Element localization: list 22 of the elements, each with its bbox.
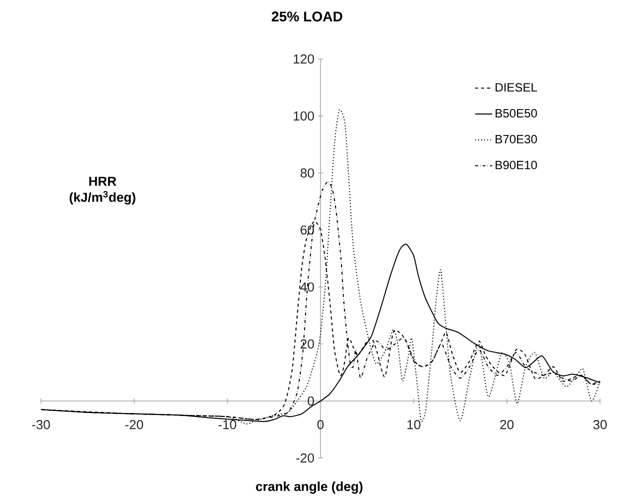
y-tick-label: 100: [294, 111, 314, 121]
y-tick-label: 40: [300, 282, 314, 292]
x-tick-label: 30: [593, 420, 607, 430]
x-tick-label: -20: [125, 420, 144, 430]
y-tick-label: 20: [300, 339, 314, 349]
y-tick-label: 80: [300, 168, 314, 178]
legend-label: B70E30: [496, 134, 537, 144]
x-axis-title: crank angle (deg): [256, 482, 362, 494]
x-tick-label: 10: [407, 420, 420, 430]
chart-title: 25% LOAD: [272, 12, 342, 22]
x-tick-label: 0: [317, 420, 324, 430]
x-tick-label: 20: [500, 420, 514, 430]
legend-label: B90E10: [496, 160, 537, 170]
y-tick-label: 120: [294, 54, 314, 64]
x-tick-label: -30: [32, 420, 50, 430]
y-axis-title: HRR (kJ/m$^{3}$deg): [70, 176, 136, 205]
y-tick-label: 60: [300, 225, 314, 235]
legend-label: DIESEL: [496, 83, 537, 92]
x-tick-label: -10: [218, 420, 236, 430]
y-tick-label: -20: [296, 453, 314, 463]
legend-label: B50E50: [496, 109, 537, 118]
y-tick-label: 0: [308, 396, 314, 406]
